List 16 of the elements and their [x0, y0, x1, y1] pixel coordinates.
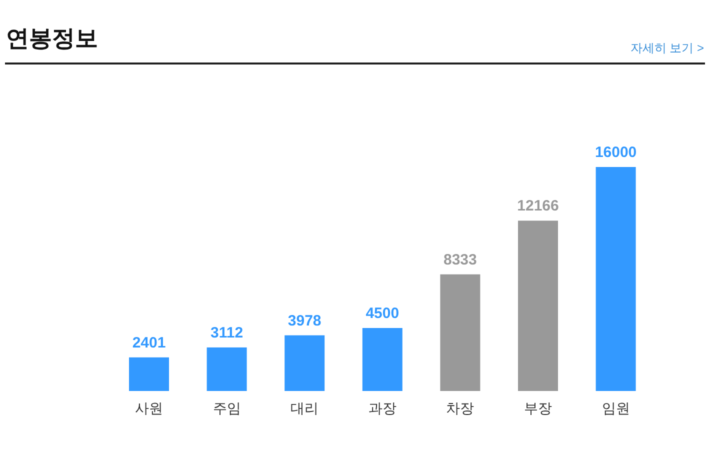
data-label: 2401: [132, 334, 166, 352]
x-tick-label: 대리: [290, 400, 319, 416]
x-tick-label: 임원: [602, 400, 630, 416]
data-label: 4500: [366, 305, 400, 322]
x-tick-label: 부장: [524, 400, 552, 416]
annotation: 자세히 보기 >: [630, 41, 704, 55]
x-tick-label: 사원: [135, 400, 163, 416]
data-label: 12166: [517, 198, 559, 215]
x-tick-label: 차장: [446, 400, 474, 416]
data-label: 16000: [594, 144, 637, 161]
data-label: 8333: [444, 251, 477, 268]
data-label: 3112: [210, 324, 244, 342]
x-tick-label: 과장: [368, 400, 396, 416]
x-tick-label: 주임: [212, 400, 241, 416]
title: 연봉정보: [6, 25, 98, 51]
data-label: 3978: [288, 312, 322, 330]
